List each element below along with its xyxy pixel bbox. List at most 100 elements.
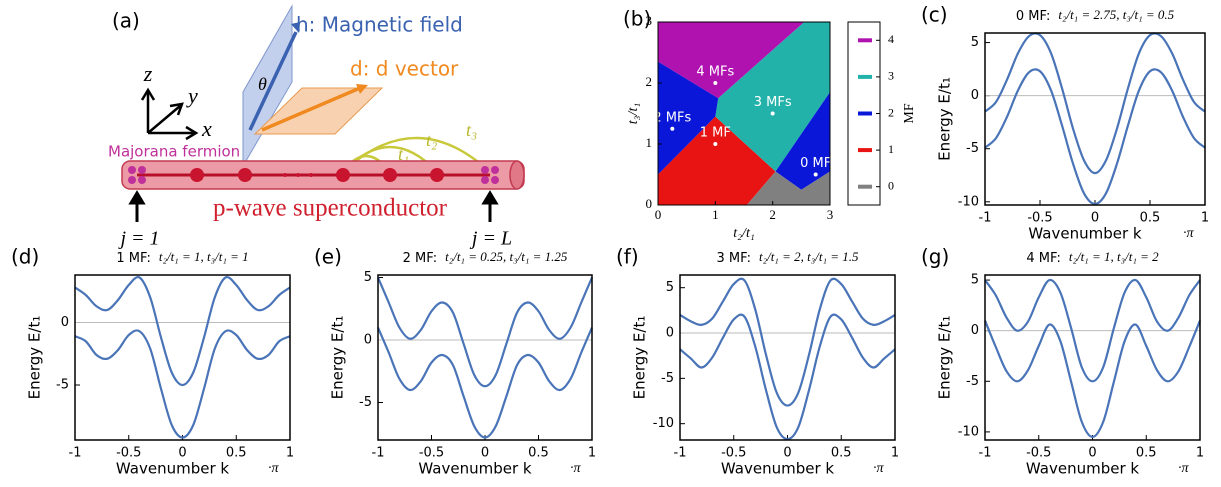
y-axis-label: Energy E/t₁	[936, 316, 954, 400]
chart-title: 4 MF: t₂/t₁ = 1, t₃/t₁ = 2	[1026, 249, 1159, 266]
site-first: j = 1	[117, 228, 159, 250]
band-curve	[679, 313, 896, 441]
panel-label: (e)	[314, 245, 342, 269]
band-curve	[74, 275, 291, 387]
phase-label: 0 MF	[800, 156, 831, 171]
colorbar-swatch	[858, 74, 872, 79]
title-prefix: 1 MF:	[116, 251, 150, 266]
y-tick-label: 0	[646, 196, 653, 211]
x-tick-label: 0	[1091, 211, 1099, 226]
y-tick-label: 3	[646, 13, 653, 28]
site-arrows	[128, 190, 499, 222]
phase-label: 3 MFs	[754, 95, 792, 110]
y-tick-label: 0	[666, 326, 674, 341]
x-tick-label: -0.5	[1026, 446, 1051, 461]
colorbar-tick-label: 4	[888, 32, 894, 46]
y-tick-label: -10	[958, 424, 979, 439]
colorbar-swatch	[858, 38, 872, 43]
colorbar-tick-label: 2	[888, 105, 894, 119]
x-tick-label: 0.5	[831, 446, 852, 461]
x-tick-label: 0	[783, 446, 791, 461]
x-axis-label: Wavenumber k	[116, 460, 229, 478]
x-tick-label: -1	[979, 446, 992, 461]
x-axis-label: Wavenumber k	[1026, 460, 1139, 478]
axis-x: x	[201, 116, 212, 141]
phase-region	[746, 171, 830, 205]
title-prefix: 4 MF:	[1026, 251, 1060, 266]
d-arrow	[261, 86, 361, 132]
axis-frame	[984, 274, 1201, 441]
title-prefix: 2 MF:	[403, 251, 437, 266]
colorbar-swatch	[858, 184, 872, 189]
y-tick-label: -5	[359, 395, 372, 410]
chart-panel: (d) 1 MF: t₂/t₁ = 1, t₃/t₁ = 1 -1 -0.5 0 0.5 1 -…	[11, 245, 294, 478]
x-tick-label: 3	[827, 207, 834, 222]
phase-region	[775, 92, 830, 190]
x-tick-label: 1	[712, 207, 719, 222]
y-tick-label: -5	[966, 374, 979, 389]
colorbar-swatch	[858, 111, 872, 116]
y-axis-label: Energy E/t₁	[631, 316, 649, 400]
x-tick-label: -1	[674, 446, 687, 461]
panel-label: (g)	[921, 245, 949, 269]
x-axis-unit: ·π	[1183, 226, 1195, 241]
field-plane	[242, 4, 293, 168]
d-label: d: d vector	[350, 57, 459, 81]
band-curve	[984, 68, 1206, 206]
sites	[190, 168, 444, 182]
band-curve	[376, 277, 594, 388]
chart-panel: (f) 3 MF: t₂/t₁ = 2, t₃/t₁ = 1.5 -1 -0.5 0 0.5…	[616, 245, 899, 478]
colorbar-tick-label: 0	[888, 178, 894, 192]
y-tick-label: -5	[966, 141, 979, 156]
title-prefix: 0 MF:	[1016, 9, 1050, 24]
title-prefix: 3 MF:	[716, 251, 750, 266]
y-tick-label: 5	[971, 35, 979, 50]
x-axis-label: Wavenumber k	[721, 460, 834, 478]
x-tick-label: -0.5	[419, 446, 444, 461]
y-tick-label: 0	[61, 315, 69, 330]
y-axis-label: t₃/t₁	[626, 103, 641, 124]
title-params: t₂/t₁ = 0.25, t₃/t₁ = 1.25	[445, 249, 568, 264]
y-tick-label: -5	[56, 378, 69, 393]
x-tick-label: 0	[178, 446, 186, 461]
panel-a: (a) z y x θ h: Magnetic field d: d vecto…	[108, 4, 525, 250]
d-arrowhead	[356, 84, 368, 94]
x-tick-label: 0.5	[528, 446, 549, 461]
x-axis-unit: ·π	[268, 461, 280, 476]
phase-region	[658, 61, 719, 175]
y-tick-label: -10	[958, 194, 979, 209]
x-tick-label: -0.5	[721, 446, 746, 461]
panel-label: (f)	[616, 245, 639, 269]
y-tick-label: 1	[646, 135, 653, 150]
band-curve	[679, 277, 896, 407]
panel-label: (d)	[11, 245, 39, 269]
y-tick-label: 0	[971, 323, 979, 338]
field-arrowhead	[291, 22, 300, 33]
phase-point	[770, 111, 775, 116]
chart-panel: (e) 2 MF: t₂/t₁ = 0.25, t₃/t₁ = 1.25 -1 -0.5…	[314, 245, 596, 478]
band-curve	[984, 32, 1206, 175]
majorana-label: Majorana fermion	[108, 143, 240, 161]
y-axis-label: Energy E/t₁	[936, 77, 954, 161]
y-tick-label: -10	[653, 416, 674, 431]
x-axis-unit: ·π	[570, 461, 582, 476]
band-curve	[376, 327, 594, 439]
band-curve	[74, 329, 291, 439]
x-tick-label: -0.5	[1027, 211, 1052, 226]
colorbar-swatch	[858, 148, 872, 153]
x-tick-label: 1	[588, 446, 596, 461]
y-tick-label: 0	[971, 88, 979, 103]
phase-region	[715, 22, 830, 172]
colorbar-tick-label: 3	[888, 69, 894, 83]
x-tick-label: 1	[1196, 446, 1204, 461]
phase-point	[813, 172, 818, 177]
x-axis-label: t₂/t₁	[733, 226, 754, 241]
panel-label: (c)	[921, 3, 948, 27]
chart-title: 3 MF: t₂/t₁ = 2, t₃/t₁ = 1.5	[716, 249, 859, 266]
phase-point	[713, 81, 718, 85]
x-tick-label: 0.5	[1136, 446, 1157, 461]
x-tick-label: 1	[891, 446, 899, 461]
title-params: t₂/t₁ = 2.75, t₃/t₁ = 0.5	[1058, 7, 1174, 22]
phase-region	[658, 116, 776, 205]
phase-point	[670, 126, 675, 131]
